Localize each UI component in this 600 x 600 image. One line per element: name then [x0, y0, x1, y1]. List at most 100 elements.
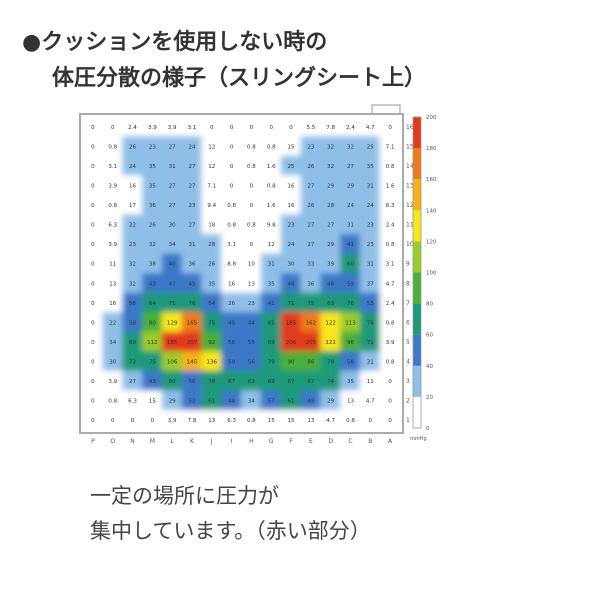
cell-value: 12 — [208, 144, 215, 150]
heatmap-cell — [102, 351, 124, 372]
heatmap-cell — [379, 292, 400, 314]
heatmap-cell — [379, 370, 400, 392]
heatmap-cell — [83, 370, 104, 392]
colorbar-segment — [413, 334, 421, 366]
heatmap-cell — [320, 117, 342, 138]
heatmap-cell — [141, 370, 163, 392]
heatmap-cell — [141, 117, 163, 138]
heatmap-cell — [141, 331, 163, 353]
cell-value: 69 — [268, 379, 275, 385]
colorbar-tick-label: 0 — [426, 426, 430, 432]
cell-value: 3.9 — [108, 183, 117, 189]
cell-value: 185 — [167, 340, 178, 346]
heatmap-cell — [83, 117, 104, 138]
heatmap-cell — [161, 214, 183, 235]
cell-value: 0 — [91, 164, 95, 170]
heatmap-cell — [161, 233, 183, 255]
x-tick-label: M — [150, 438, 155, 445]
cell-value: 129 — [167, 320, 178, 326]
colorbar-tick-label: 100 — [426, 271, 437, 277]
cell-value: 13 — [307, 418, 314, 424]
cell-value: 6.3 — [108, 223, 117, 229]
cell-value: 27 — [347, 164, 354, 170]
heatmap-cell — [280, 312, 302, 333]
heatmap-cell — [300, 273, 322, 294]
heatmap-cell — [83, 155, 104, 177]
heatmap-cell — [241, 117, 262, 138]
heatmap-cell — [340, 409, 361, 430]
cell-value: 28 — [327, 203, 334, 209]
heatmap-cell — [280, 233, 302, 255]
cell-value: 75 — [208, 320, 215, 326]
heatmap-cell — [122, 175, 143, 196]
heatmap-cell — [340, 117, 361, 138]
colorbar-segment — [413, 272, 421, 304]
cell-value: 3.1 — [108, 164, 117, 170]
cell-value: 71 — [288, 301, 295, 307]
colorbar-tick-label: 160 — [426, 177, 437, 183]
heatmap-cell — [280, 273, 302, 294]
heatmap-cell — [379, 273, 400, 294]
cell-value: 0 — [230, 164, 234, 170]
heatmap-cell — [83, 331, 104, 353]
heatmap-cell — [201, 273, 223, 294]
cell-value: 1.6 — [267, 203, 276, 209]
cell-value: 0 — [250, 183, 254, 189]
cell-value: 36 — [149, 203, 156, 209]
heatmap-cell — [181, 194, 203, 216]
cell-value: 0 — [91, 379, 95, 385]
cell-value: 24 — [367, 203, 374, 209]
cell-value: 0.8 — [108, 144, 117, 150]
cell-value: 0 — [250, 125, 254, 131]
cell-value: 26 — [307, 203, 314, 209]
heatmap-cell — [122, 370, 143, 392]
cell-value: 61 — [288, 399, 295, 405]
y-tick-label: 13 — [406, 182, 414, 189]
heatmap-cell — [241, 233, 262, 255]
heatmap-cell — [379, 351, 400, 372]
heatmap-cell — [122, 136, 143, 157]
cell-value: 31 — [347, 223, 354, 229]
cell-value: 58 — [347, 360, 354, 366]
heatmap-cell — [201, 292, 223, 314]
heatmap-cell — [359, 253, 381, 274]
heatmap-cell — [340, 390, 361, 411]
cell-value: 64 — [149, 301, 156, 307]
y-tick-label: 9 — [406, 261, 410, 268]
cell-value: 56 — [228, 340, 235, 346]
cell-value: 0 — [91, 183, 95, 189]
cell-value: 27 — [169, 183, 176, 189]
cell-value: 0.8 — [386, 164, 395, 170]
cell-value: 0.8 — [247, 164, 256, 170]
heatmap-cell — [201, 370, 223, 392]
cell-value: 207 — [187, 340, 198, 346]
heatmap-cell — [201, 214, 223, 235]
cell-value: 0 — [91, 301, 95, 307]
heatmap-cell — [241, 273, 262, 294]
heatmap-cell — [102, 409, 124, 430]
heatmap-cell — [221, 273, 242, 294]
heatmap-cell — [161, 155, 183, 177]
heatmap-cell — [320, 155, 342, 177]
heatmap-cell — [241, 370, 262, 392]
cell-value: 34 — [169, 242, 176, 248]
cell-value: 27 — [169, 203, 176, 209]
y-tick-label: 1 — [406, 417, 410, 424]
heatmap-cell — [320, 409, 342, 430]
cell-value: 30 — [288, 262, 295, 268]
cell-value: 43 — [149, 281, 156, 287]
heatmap-cell — [83, 175, 104, 196]
heatmap-cell — [340, 253, 361, 274]
heatmap-cell — [221, 136, 242, 157]
cell-value: 63 — [248, 379, 255, 385]
cell-value: 31 — [188, 242, 195, 248]
cell-value: 44 — [228, 399, 235, 405]
heatmap-cell — [379, 253, 400, 274]
cell-value: 185 — [286, 320, 297, 326]
cell-value: 13 — [208, 418, 215, 424]
cell-value: 23 — [288, 223, 295, 229]
heatmap-cell — [359, 292, 381, 314]
heatmap-cell — [359, 409, 381, 430]
cell-value: 34 — [248, 399, 255, 405]
cell-value: 40 — [169, 262, 176, 268]
